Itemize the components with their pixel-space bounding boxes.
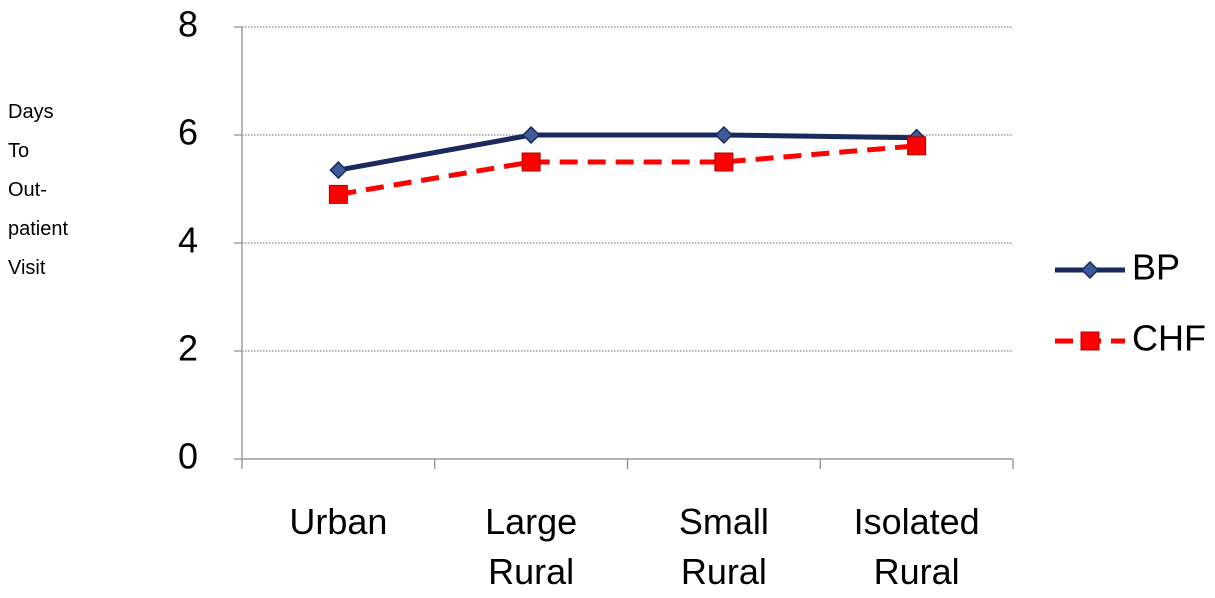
x-tick-label: Small Rural: [678, 501, 769, 592]
y-tick-label: 6: [178, 112, 198, 153]
y-axis-label-line: patient: [8, 218, 69, 240]
data-point: [714, 125, 733, 145]
series-line: [337, 132, 917, 173]
legend-marker: [1080, 260, 1100, 280]
legend-label: BP: [1132, 247, 1180, 288]
data-point: [329, 161, 348, 180]
y-tick-label: 8: [178, 4, 198, 45]
y-axis-label-line: Days: [8, 101, 54, 123]
x-tick-label: Isolated Rural: [853, 501, 980, 592]
legend-label: CHF: [1132, 318, 1206, 359]
data-point: [521, 152, 541, 172]
data-point: [714, 152, 734, 172]
x-tick-label: Large Rural: [485, 501, 578, 592]
y-axis-label-line: Visit: [8, 257, 46, 279]
series-line: [337, 143, 917, 197]
data-point: [522, 125, 541, 145]
y-tick-label: 0: [178, 436, 198, 477]
y-axis-label-line: Out-: [8, 179, 47, 201]
data-point: [328, 184, 348, 204]
y-tick-label: 2: [178, 328, 198, 369]
data-point: [907, 136, 927, 156]
y-tick-label: 4: [178, 220, 198, 261]
legend-marker: [1080, 331, 1100, 351]
x-tick-label: Urban: [289, 501, 388, 542]
y-axis-label: Days To Out-patient Visit: [8, 93, 83, 288]
y-axis-label-line: To: [8, 140, 30, 162]
